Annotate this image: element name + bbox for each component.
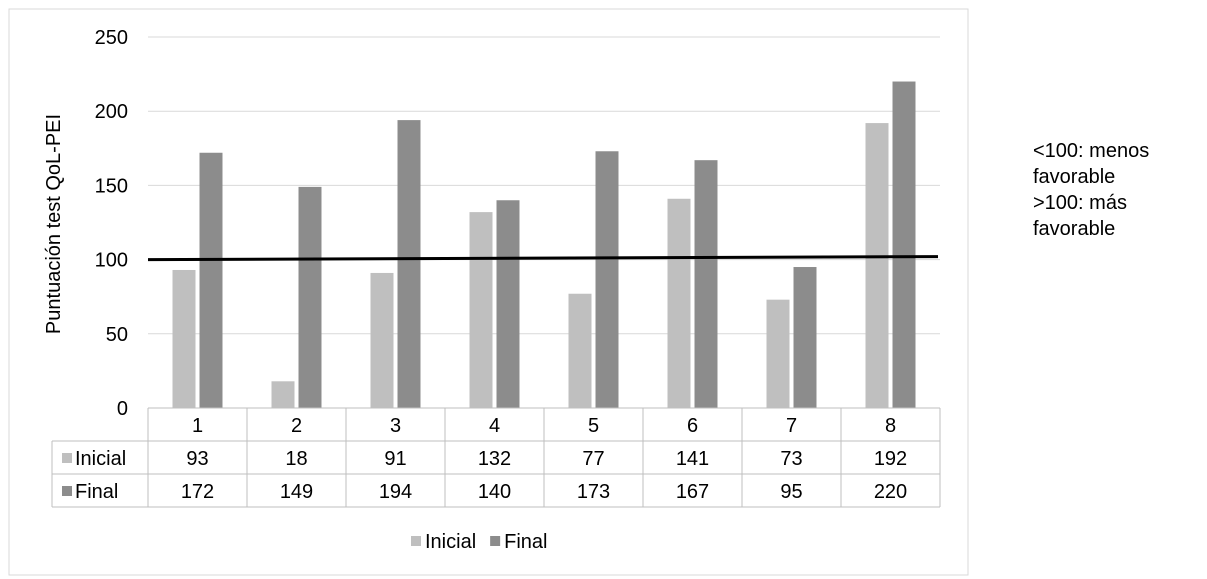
annotation-line: favorable (1033, 166, 1116, 188)
bar-inicial (271, 381, 295, 408)
x-tick-label: 7 (786, 415, 797, 437)
y-tick-label: 150 (95, 175, 128, 197)
bar-inicial (568, 293, 592, 408)
data-label: 149 (280, 481, 313, 503)
x-tick-label: 5 (588, 415, 599, 437)
y-tick-label: 50 (106, 324, 128, 346)
x-tick-label: 1 (192, 415, 203, 437)
legend-label: Inicial (425, 531, 476, 553)
bar-inicial (766, 299, 790, 408)
data-label: 173 (577, 481, 610, 503)
table-series-key (62, 486, 72, 496)
bar-final (595, 151, 619, 408)
legend-label: Final (504, 531, 547, 553)
bar-inicial (469, 212, 493, 408)
x-tick-label: 8 (885, 415, 896, 437)
bar-final (694, 160, 718, 408)
data-label: 167 (676, 481, 709, 503)
bar-inicial (172, 269, 196, 408)
legend-swatch (490, 536, 501, 546)
table-series-name: Final (75, 481, 118, 503)
legend-swatch (411, 536, 421, 546)
bar-final (496, 200, 520, 408)
x-tick-label: 3 (390, 415, 401, 437)
table-series-key (62, 453, 72, 463)
data-label: 95 (780, 481, 802, 503)
x-tick-label: 6 (687, 415, 698, 437)
y-tick-label: 200 (95, 101, 128, 123)
data-label: 77 (582, 448, 604, 470)
legend: Inicial Final (411, 531, 548, 553)
data-label: 140 (478, 481, 511, 503)
threshold-annotation: <100: menos favorable >100: más favorabl… (1033, 138, 1203, 242)
y-tick-label: 250 (95, 27, 128, 49)
x-tick-label: 4 (489, 415, 500, 437)
data-label: 194 (379, 481, 412, 503)
annotation-line: <100: menos (1033, 140, 1150, 162)
annotation-line: favorable (1033, 218, 1116, 240)
y-axis-label: Puntuación test QoL-PEI (43, 114, 65, 334)
data-label: 220 (874, 481, 907, 503)
table-series-name: Inicial (75, 448, 126, 470)
data-label: 18 (285, 448, 307, 470)
data-label: 73 (780, 448, 802, 470)
y-tick-label: 0 (117, 398, 128, 420)
bar-final (793, 267, 817, 408)
data-table: 1 2 3 4 5 6 7 8 Inicial 93 18 91 132 77 141 73 192 Final 1… (51, 407, 941, 508)
bar-final (397, 120, 421, 408)
bar-inicial (370, 272, 394, 408)
x-tick-label: 2 (291, 415, 302, 437)
data-label: 141 (676, 448, 709, 470)
data-label: 93 (186, 448, 208, 470)
data-label: 91 (384, 448, 406, 470)
bar-final (892, 81, 916, 409)
annotation-line: >100: más (1033, 192, 1127, 214)
y-axis: 0 50 100 150 200 250 (95, 27, 128, 420)
y-tick-label: 100 (95, 250, 128, 272)
data-label: 192 (874, 448, 907, 470)
bars (172, 81, 916, 409)
reference-line-100 (147, 255, 939, 262)
bar-final (298, 186, 322, 408)
bar-inicial (865, 123, 889, 409)
bar-final (199, 152, 223, 408)
data-label: 172 (181, 481, 214, 503)
data-label: 132 (478, 448, 511, 470)
bar-inicial (667, 198, 691, 408)
